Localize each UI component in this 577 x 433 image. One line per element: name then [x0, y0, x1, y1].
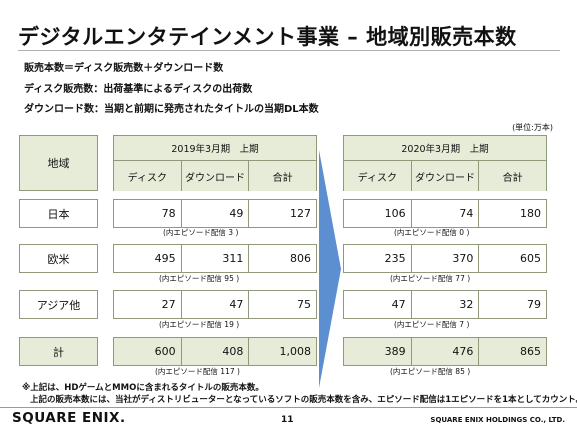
- footnote-1: ※上記は、HDゲームとMMOに含まれるタイトルの販売本数。: [22, 383, 264, 393]
- value-total: 865: [478, 338, 546, 365]
- column-download: ダウンロード: [410, 161, 479, 191]
- footnote-2: 上記の販売本数には、当社がディストリビューターとなっているソフトの販売本数を含み…: [30, 395, 577, 405]
- period-2019-header: 2019年3月期 上期 ディスク ダウンロード 合計: [113, 135, 317, 191]
- definition-term: ディスク販売数: [24, 84, 94, 95]
- table-row: 47 32 79: [343, 290, 547, 319]
- column-download: ダウンロード: [180, 161, 249, 191]
- table-row: 235 370 605: [343, 244, 547, 273]
- value-download: 32: [410, 291, 479, 318]
- definition-disc-sales: ディスク販売数：出荷基準によるディスクの出荷数: [24, 80, 252, 95]
- value-disc: 47: [391, 298, 406, 311]
- period-label: 2019年3月期 上期: [114, 136, 316, 161]
- value-disc: 78: [161, 207, 176, 220]
- period-2020-header: 2020年3月期 上期 ディスク ダウンロード 合計: [343, 135, 547, 191]
- episode-note: (内エピソード配信 85 ): [390, 367, 471, 376]
- definition-sep: ：: [94, 104, 104, 115]
- unit-label: (単位:万本): [512, 123, 553, 132]
- footer-divider: [0, 407, 577, 408]
- column-total: 合計: [478, 161, 547, 191]
- value-total: 180: [478, 200, 546, 227]
- definition-sales-units: 販売本数＝ディスク販売数＋ダウンロード数: [24, 59, 223, 74]
- definition-downloads: ダウンロード数：当期と前期に発売されたタイトルの当期DL本数: [24, 100, 319, 115]
- definition-sep: ：: [93, 84, 104, 95]
- arrow-right-icon: [319, 150, 341, 388]
- definition-desc: 出荷基準によるディスクの出荷数: [103, 84, 253, 95]
- episode-note: (内エピソード配信 7 ): [394, 320, 470, 329]
- page-number: 11: [281, 415, 294, 425]
- value-disc: 106: [384, 207, 406, 220]
- value-total: 1,008: [248, 338, 316, 365]
- page-title: デジタルエンタテインメント事業 – 地域別販売本数: [18, 25, 517, 49]
- title-divider: [18, 50, 560, 51]
- definition-term: ダウンロード数: [24, 104, 94, 115]
- company-name: SQUARE ENIX HOLDINGS CO., LTD.: [430, 416, 565, 424]
- value-download: 74: [410, 200, 479, 227]
- value-total: 127: [248, 200, 316, 227]
- definition-term: 販売本数: [24, 63, 64, 74]
- episode-note: (内エピソード配信 95 ): [159, 274, 240, 283]
- definition-sep: ＝: [64, 63, 74, 74]
- value-total: 806: [248, 245, 316, 272]
- table-row-total: 389 476 865: [343, 337, 547, 366]
- table-row: 27 47 75: [113, 290, 317, 319]
- definition-desc: ディスク販売数＋ダウンロード数: [74, 63, 224, 74]
- value-disc: 495: [154, 252, 176, 265]
- episode-note: (内エピソード配信 117 ): [155, 367, 240, 376]
- region-europe-america: 欧米: [19, 244, 98, 273]
- episode-note: (内エピソード配信 77 ): [390, 274, 471, 283]
- table-row: 495 311 806: [113, 244, 317, 273]
- column-disc: ディスク: [344, 161, 411, 191]
- value-total: 605: [478, 245, 546, 272]
- value-disc: 389: [384, 345, 406, 358]
- table-row: 106 74 180: [343, 199, 547, 228]
- value-total: 75: [248, 291, 316, 318]
- definition-desc: 当期と前期に発売されたタイトルの当期DL本数: [104, 104, 319, 115]
- table-row: 78 49 127: [113, 199, 317, 228]
- region-total: 計: [19, 337, 98, 366]
- column-total: 合計: [248, 161, 317, 191]
- value-disc: 27: [161, 298, 176, 311]
- value-total: 79: [478, 291, 546, 318]
- company-logo: SQUARE ENIX.: [12, 410, 126, 426]
- episode-note: (内エピソード配信 19 ): [159, 320, 240, 329]
- episode-note: (内エピソード配信 3 ): [163, 228, 239, 237]
- table-row-total: 600 408 1,008: [113, 337, 317, 366]
- value-download: 49: [180, 200, 249, 227]
- episode-note: (内エピソード配信 0 ): [394, 228, 470, 237]
- value-disc: 600: [154, 345, 176, 358]
- value-download: 47: [180, 291, 249, 318]
- column-disc: ディスク: [114, 161, 181, 191]
- value-download: 370: [410, 245, 479, 272]
- region-asia-other: アジア他: [19, 290, 98, 319]
- value-download: 311: [180, 245, 249, 272]
- value-download: 476: [410, 338, 479, 365]
- value-disc: 235: [384, 252, 406, 265]
- period-label: 2020年3月期 上期: [344, 136, 546, 161]
- value-download: 408: [180, 338, 249, 365]
- region-japan: 日本: [19, 199, 98, 228]
- region-header: 地域: [19, 135, 98, 191]
- period-columns: ディスク ダウンロード 合計: [114, 161, 317, 191]
- period-columns: ディスク ダウンロード 合計: [344, 161, 547, 191]
